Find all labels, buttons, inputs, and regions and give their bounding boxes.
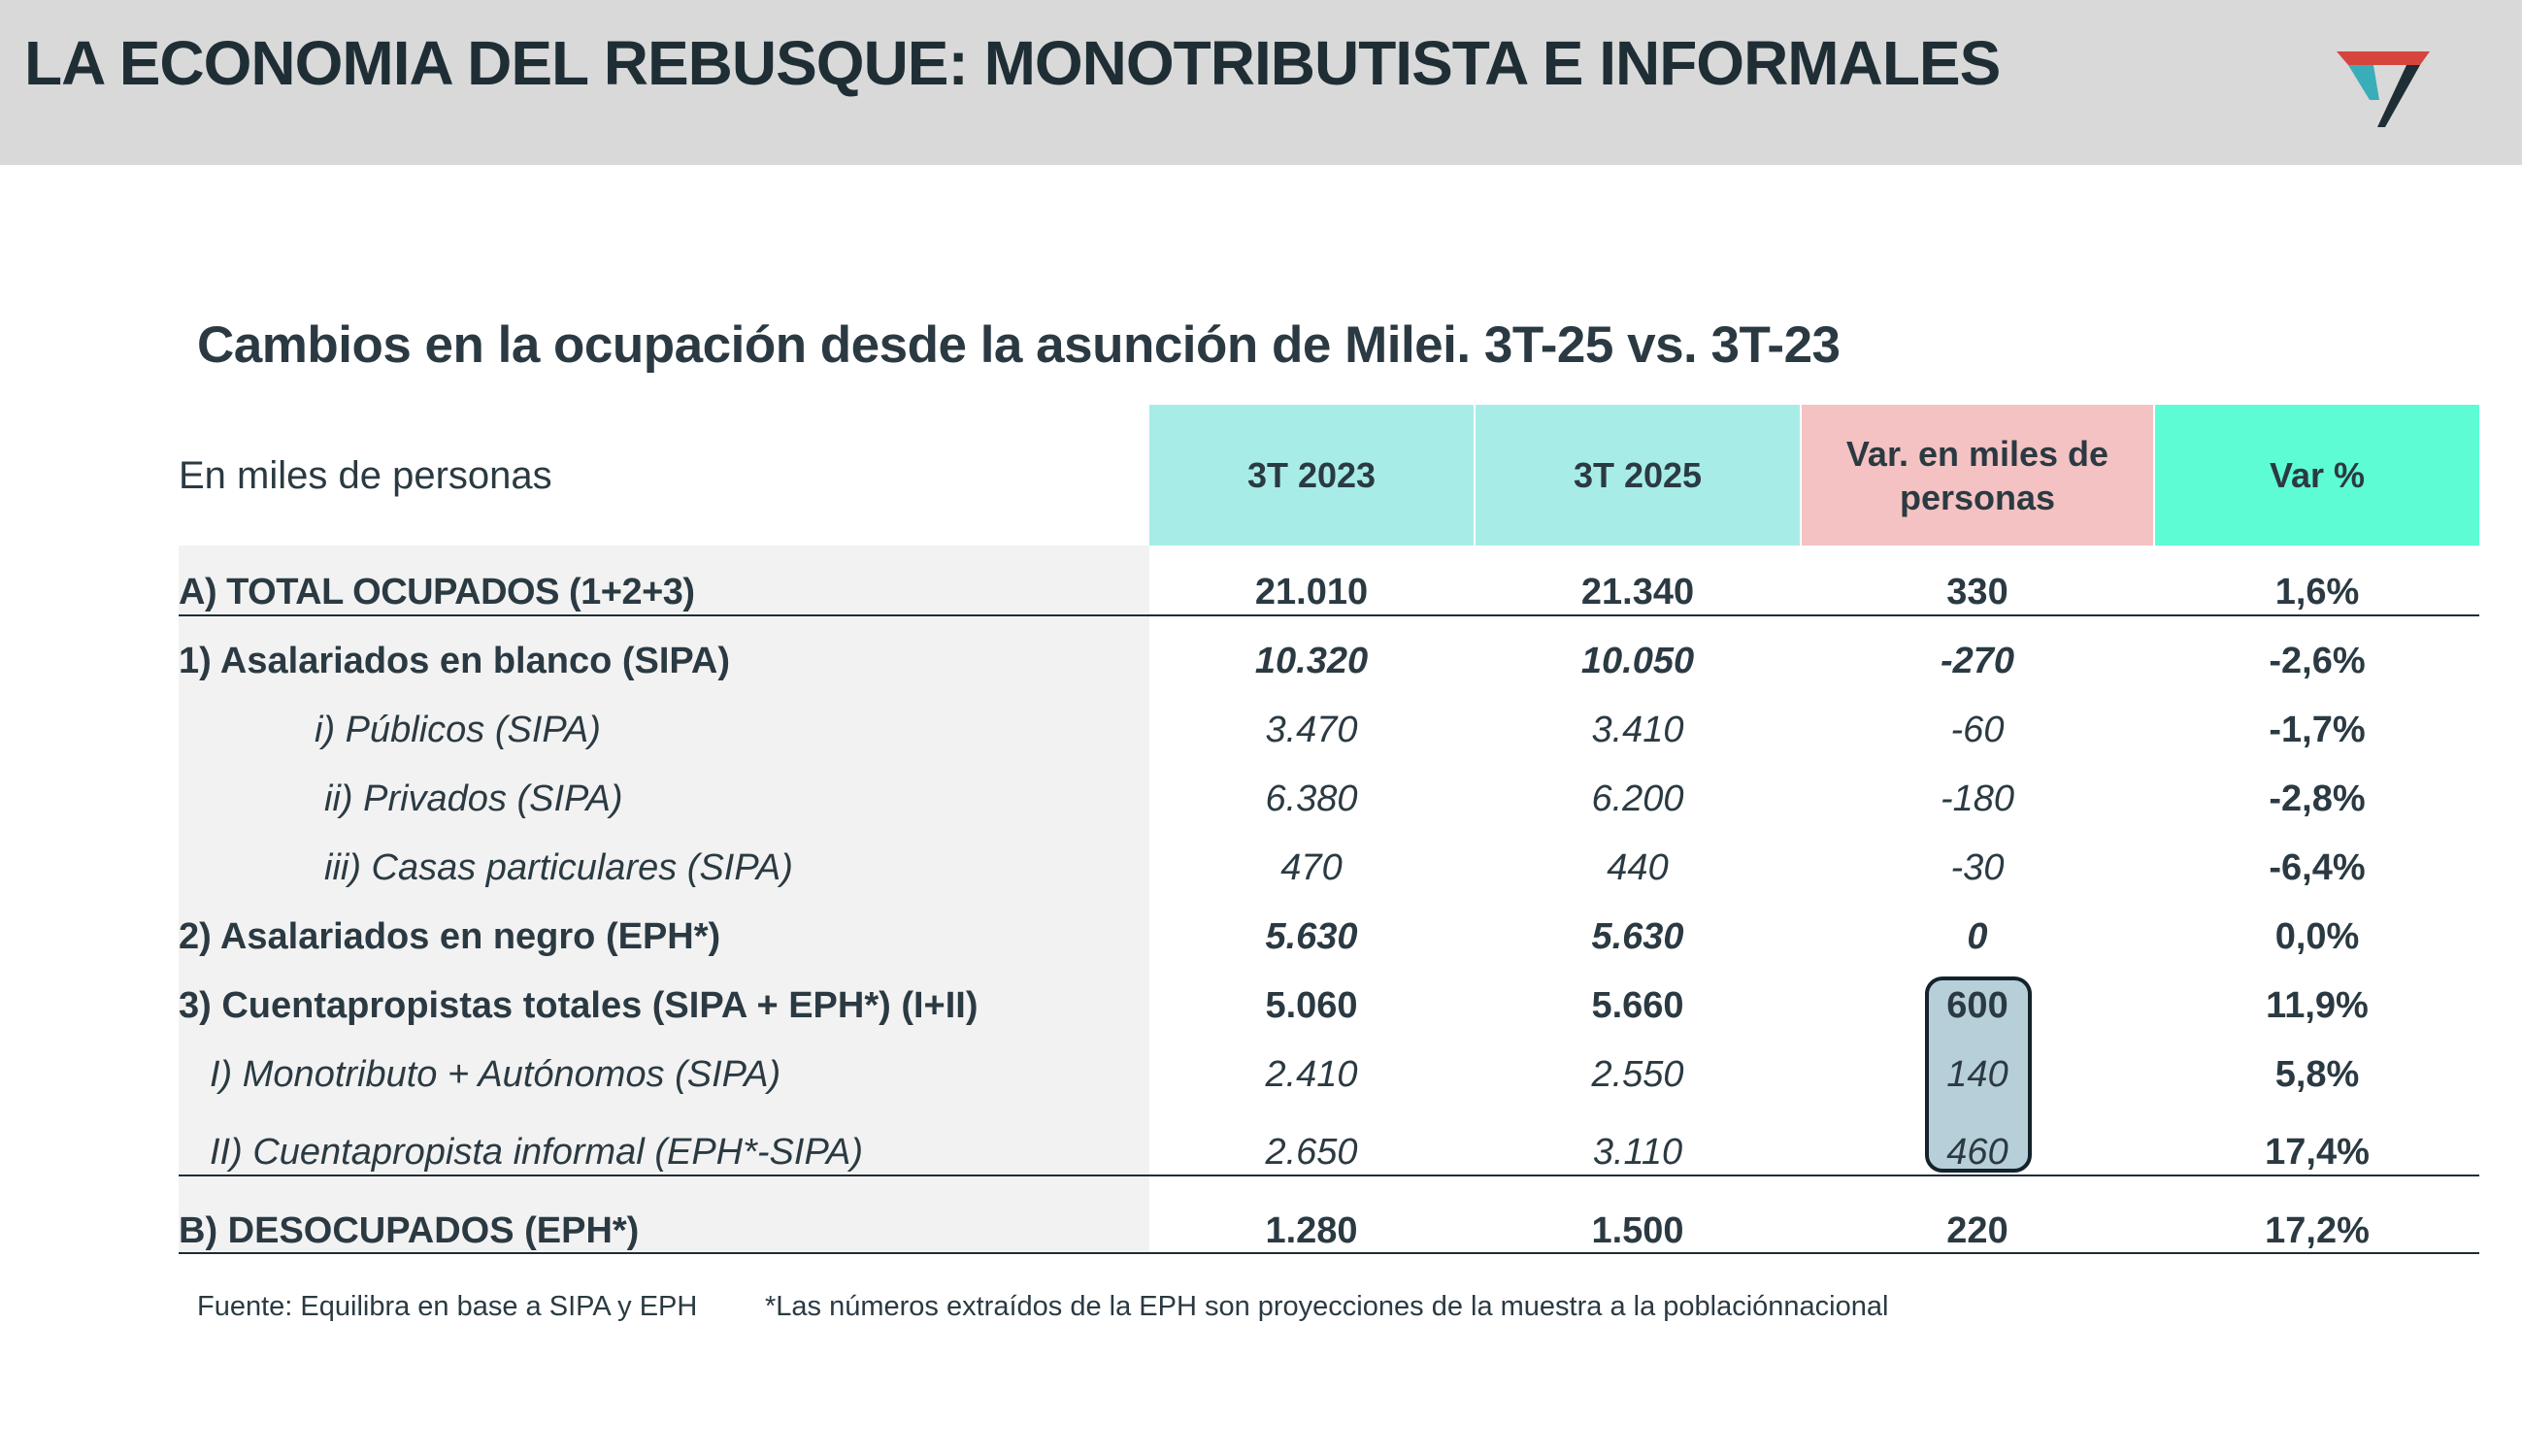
value-var-pct: -1,7% xyxy=(2269,710,2366,750)
table-row: II) Cuentapropista informal (EPH*-SIPA) … xyxy=(179,1123,2479,1181)
table-row: 2) Asalariados en negro (EPH*) 5.630 5.6… xyxy=(179,908,2479,966)
value-2025: 3.410 xyxy=(1591,710,1684,750)
divider xyxy=(179,1252,2479,1254)
row-label: II) Cuentapropista informal (EPH*-SIPA) xyxy=(210,1132,863,1173)
value-2025: 1.500 xyxy=(1591,1210,1684,1251)
divider xyxy=(179,1175,2479,1176)
value-2025: 5.660 xyxy=(1591,985,1684,1026)
value-var-pct: 17,2% xyxy=(2265,1210,2370,1251)
value-var-abs: 140 xyxy=(1946,1054,2008,1095)
column-header-var-abs: Var. en miles de personas xyxy=(1802,405,2153,546)
row-label: I) Monotributo + Autónomos (SIPA) xyxy=(210,1054,781,1095)
unit-label: En miles de personas xyxy=(179,454,552,497)
value-2023: 5.060 xyxy=(1265,985,1358,1026)
table-row: I) Monotributo + Autónomos (SIPA) 2.410 … xyxy=(179,1045,2479,1104)
value-2023: 470 xyxy=(1280,847,1343,888)
value-var-pct: -2,8% xyxy=(2269,778,2366,819)
table-row: ii) Privados (SIPA) 6.380 6.200 -180 -2,… xyxy=(179,770,2479,828)
value-2025: 21.340 xyxy=(1580,572,1695,612)
value-var-pct: 17,4% xyxy=(2265,1132,2370,1173)
value-2023: 1.280 xyxy=(1265,1210,1358,1251)
footnote: *Las números extraídos de la EPH son pro… xyxy=(765,1291,1889,1322)
value-var-abs: -270 xyxy=(1940,641,2015,681)
divider xyxy=(179,614,2479,616)
row-label: ii) Privados (SIPA) xyxy=(324,778,623,819)
row-label: i) Públicos (SIPA) xyxy=(315,710,601,750)
value-2025: 3.110 xyxy=(1592,1132,1683,1173)
table-row: 1) Asalariados en blanco (SIPA) 10.320 1… xyxy=(179,632,2479,690)
cuentapropistas-highlight-box xyxy=(1925,976,2032,1173)
value-2025: 2.550 xyxy=(1591,1054,1684,1095)
row-label: A) TOTAL OCUPADOS (1+2+3) xyxy=(179,572,695,612)
value-var-abs: 600 xyxy=(1946,985,2008,1026)
value-var-pct: 11,9% xyxy=(2266,985,2369,1026)
value-var-abs: -180 xyxy=(1940,778,2015,819)
page-title: LA ECONOMIA DEL REBUSQUE: MONOTRIBUTISTA… xyxy=(24,28,2001,98)
row-label: B) DESOCUPADOS (EPH*) xyxy=(179,1210,640,1251)
source-note: Fuente: Equilibra en base a SIPA y EPH xyxy=(197,1291,698,1322)
value-2023: 2.650 xyxy=(1265,1132,1358,1173)
table-row: A) TOTAL OCUPADOS (1+2+3) 21.010 21.340 … xyxy=(179,563,2479,621)
header-bar: LA ECONOMIA DEL REBUSQUE: MONOTRIBUTISTA… xyxy=(0,0,2522,165)
value-var-pct: -6,4% xyxy=(2269,847,2366,888)
value-2025: 440 xyxy=(1607,847,1669,888)
value-var-abs: 330 xyxy=(1946,572,2008,612)
row-label-band xyxy=(179,546,1149,1252)
value-var-pct: 1,6% xyxy=(2274,572,2360,612)
table-row: 3) Cuentapropistas totales (SIPA + EPH*)… xyxy=(179,976,2479,1035)
value-var-pct: 0,0% xyxy=(2274,916,2360,957)
table-row: iii) Casas particulares (SIPA) 470 440 -… xyxy=(179,839,2479,897)
table-title: Cambios en la ocupación desde la asunció… xyxy=(197,316,1841,374)
value-2025: 6.200 xyxy=(1591,778,1684,819)
row-label: 1) Asalariados en blanco (SIPA) xyxy=(179,641,731,681)
value-2023: 21.010 xyxy=(1254,572,1369,612)
value-var-abs: -60 xyxy=(1950,710,2005,750)
table-row: B) DESOCUPADOS (EPH*) 1.280 1.500 220 17… xyxy=(179,1202,2479,1260)
value-2025: 5.630 xyxy=(1591,916,1684,957)
column-header-var-pct: Var % xyxy=(2155,405,2479,546)
value-var-abs: 0 xyxy=(1967,916,1988,957)
table-row: i) Públicos (SIPA) 3.470 3.410 -60 -1,7% xyxy=(179,701,2479,759)
teal-red-v-logo-icon xyxy=(2337,51,2430,127)
value-var-pct: -2,6% xyxy=(2269,641,2366,681)
value-2023: 3.470 xyxy=(1265,710,1358,750)
column-header-3t-2025: 3T 2025 xyxy=(1476,405,1800,546)
value-2025: 10.050 xyxy=(1580,641,1695,681)
column-header-3t-2023: 3T 2023 xyxy=(1149,405,1474,546)
row-label: 2) Asalariados en negro (EPH*) xyxy=(179,916,721,957)
value-var-abs: 220 xyxy=(1946,1210,2008,1251)
value-2023: 2.410 xyxy=(1265,1054,1358,1095)
row-label: iii) Casas particulares (SIPA) xyxy=(324,847,793,888)
value-var-pct: 5,8% xyxy=(2274,1054,2360,1095)
value-var-abs: -30 xyxy=(1950,847,2005,888)
value-var-abs: 460 xyxy=(1946,1132,2008,1173)
value-2023: 6.380 xyxy=(1265,778,1358,819)
value-2023: 10.320 xyxy=(1254,641,1369,681)
row-label: 3) Cuentapropistas totales (SIPA + EPH*)… xyxy=(179,985,979,1026)
value-2023: 5.630 xyxy=(1265,916,1358,957)
